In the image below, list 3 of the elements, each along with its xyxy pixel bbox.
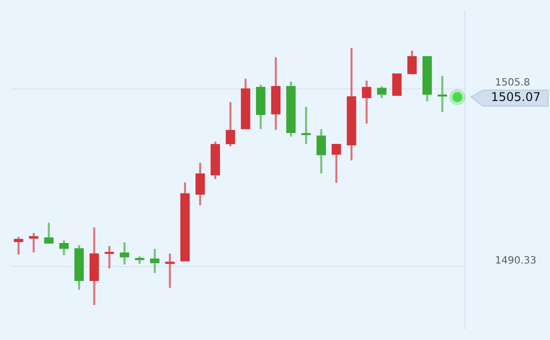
text: 1505.07 [491,90,541,104]
y-tick-label: 1505.8 [495,78,530,89]
y-tick-label: 1490.33 [495,255,536,266]
